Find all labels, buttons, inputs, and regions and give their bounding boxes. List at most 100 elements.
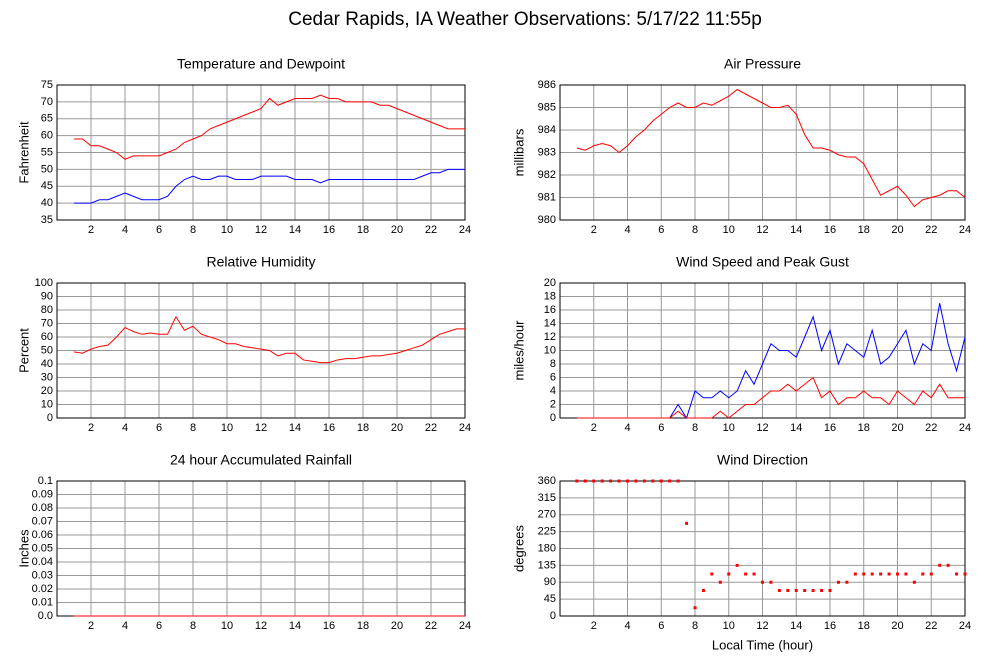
chart-title: Air Pressure [724,56,801,72]
data-point [963,572,967,576]
x-tick-label: 10 [221,224,233,236]
y-tick-label: 40 [41,197,53,209]
x-tick-label: 10 [221,620,233,632]
y-tick-label: 60 [41,130,53,142]
y-tick-label: 90 [41,290,53,302]
data-point [710,572,714,576]
data-point [651,479,655,483]
y-tick-label: 0 [47,412,53,424]
x-tick-label: 20 [391,224,403,236]
data-line [74,94,465,160]
x-tick-label: 10 [723,620,735,632]
y-tick-label: 0 [550,412,556,424]
data-point [575,479,579,483]
x-tick-label: 10 [221,422,233,434]
data-point [828,589,832,592]
x-tick-label: 14 [790,422,802,434]
y-tick-label: 18 [544,290,556,302]
data-point [955,572,959,576]
plot-frame [559,480,966,617]
y-tick-label: 70 [41,96,53,108]
y-tick-label: 0.06 [32,529,53,541]
data-point [659,479,663,483]
data-point [609,479,613,483]
x-tick-label: 16 [824,422,836,434]
y-tick-label: 4 [550,385,556,397]
x-tick-label: 12 [255,422,267,434]
y-tick-label: 0.07 [32,515,53,527]
y-tick-label: 180 [538,542,556,554]
y-tick-label: 16 [544,304,556,316]
data-point [769,580,773,584]
x-tick-label: 6 [156,620,162,632]
x-tick-label: 8 [190,224,196,236]
data-point [634,479,638,483]
x-tick-label: 16 [323,620,335,632]
data-point [887,572,891,576]
x-tick-label: 22 [925,224,937,236]
y-tick-label: 985 [538,101,556,113]
x-tick-label: 10 [723,224,735,236]
data-point [938,563,942,567]
data-point [668,479,672,483]
x-tick-label: 2 [88,422,94,434]
x-tick-label: 12 [255,620,267,632]
x-tick-label: 24 [959,422,971,434]
data-point [879,572,883,576]
x-tick-label: 18 [357,224,369,236]
x-tick-label: 6 [658,620,664,632]
x-tick-label: 8 [692,422,698,434]
x-tick-label: 24 [459,422,471,434]
data-point [752,572,756,576]
x-tick-label: 18 [858,620,870,632]
data-line [576,376,965,419]
x-tick-label: 18 [858,422,870,434]
x-tick-label: 6 [156,422,162,434]
x-tick-label: 2 [591,620,597,632]
x-tick-label: 8 [190,422,196,434]
x-tick-label: 22 [925,620,937,632]
data-point [820,589,824,592]
x-tick-label: 14 [790,224,802,236]
data-point [617,479,621,483]
y-tick-label: 0.09 [32,488,53,500]
y-tick-label: 12 [544,331,556,343]
data-point [642,479,646,483]
x-tick-label: 14 [289,224,301,236]
data-point [845,580,849,584]
y-tick-label: 10 [544,344,556,356]
y-tick-label: 135 [538,559,556,571]
y-tick-label: 225 [538,526,556,538]
page-title: Cedar Rapids, IA Weather Observations: 5… [288,9,762,30]
y-tick-label: 8 [550,358,556,370]
data-point [921,572,925,576]
y-tick-label: 20 [41,385,53,397]
plot-frame [56,282,466,419]
y-axis-label: Percent [16,328,31,373]
chart-title: Relative Humidity [207,254,316,270]
x-tick-label: 4 [624,422,630,434]
y-tick-label: 10 [41,398,53,410]
y-tick-label: 70 [41,317,53,329]
x-tick-label: 12 [756,224,768,236]
x-tick-label: 14 [790,620,802,632]
data-point [853,572,857,576]
x-tick-label: 16 [323,224,335,236]
x-tick-label: 8 [692,620,698,632]
x-tick-label: 12 [255,224,267,236]
y-axis-label: Fahrenheit [16,121,31,184]
data-point [592,479,596,483]
y-tick-label: 100 [35,277,53,289]
x-tick-label: 6 [156,224,162,236]
y-axis-label: millibars [511,128,526,176]
x-tick-label: 20 [891,422,903,434]
x-tick-label: 16 [323,422,335,434]
x-tick-label: 22 [425,620,437,632]
data-point [803,589,807,592]
data-line [74,168,465,204]
y-tick-label: 360 [538,475,556,487]
y-tick-label: 982 [538,169,556,181]
data-point [836,580,840,584]
data-point [735,563,739,567]
